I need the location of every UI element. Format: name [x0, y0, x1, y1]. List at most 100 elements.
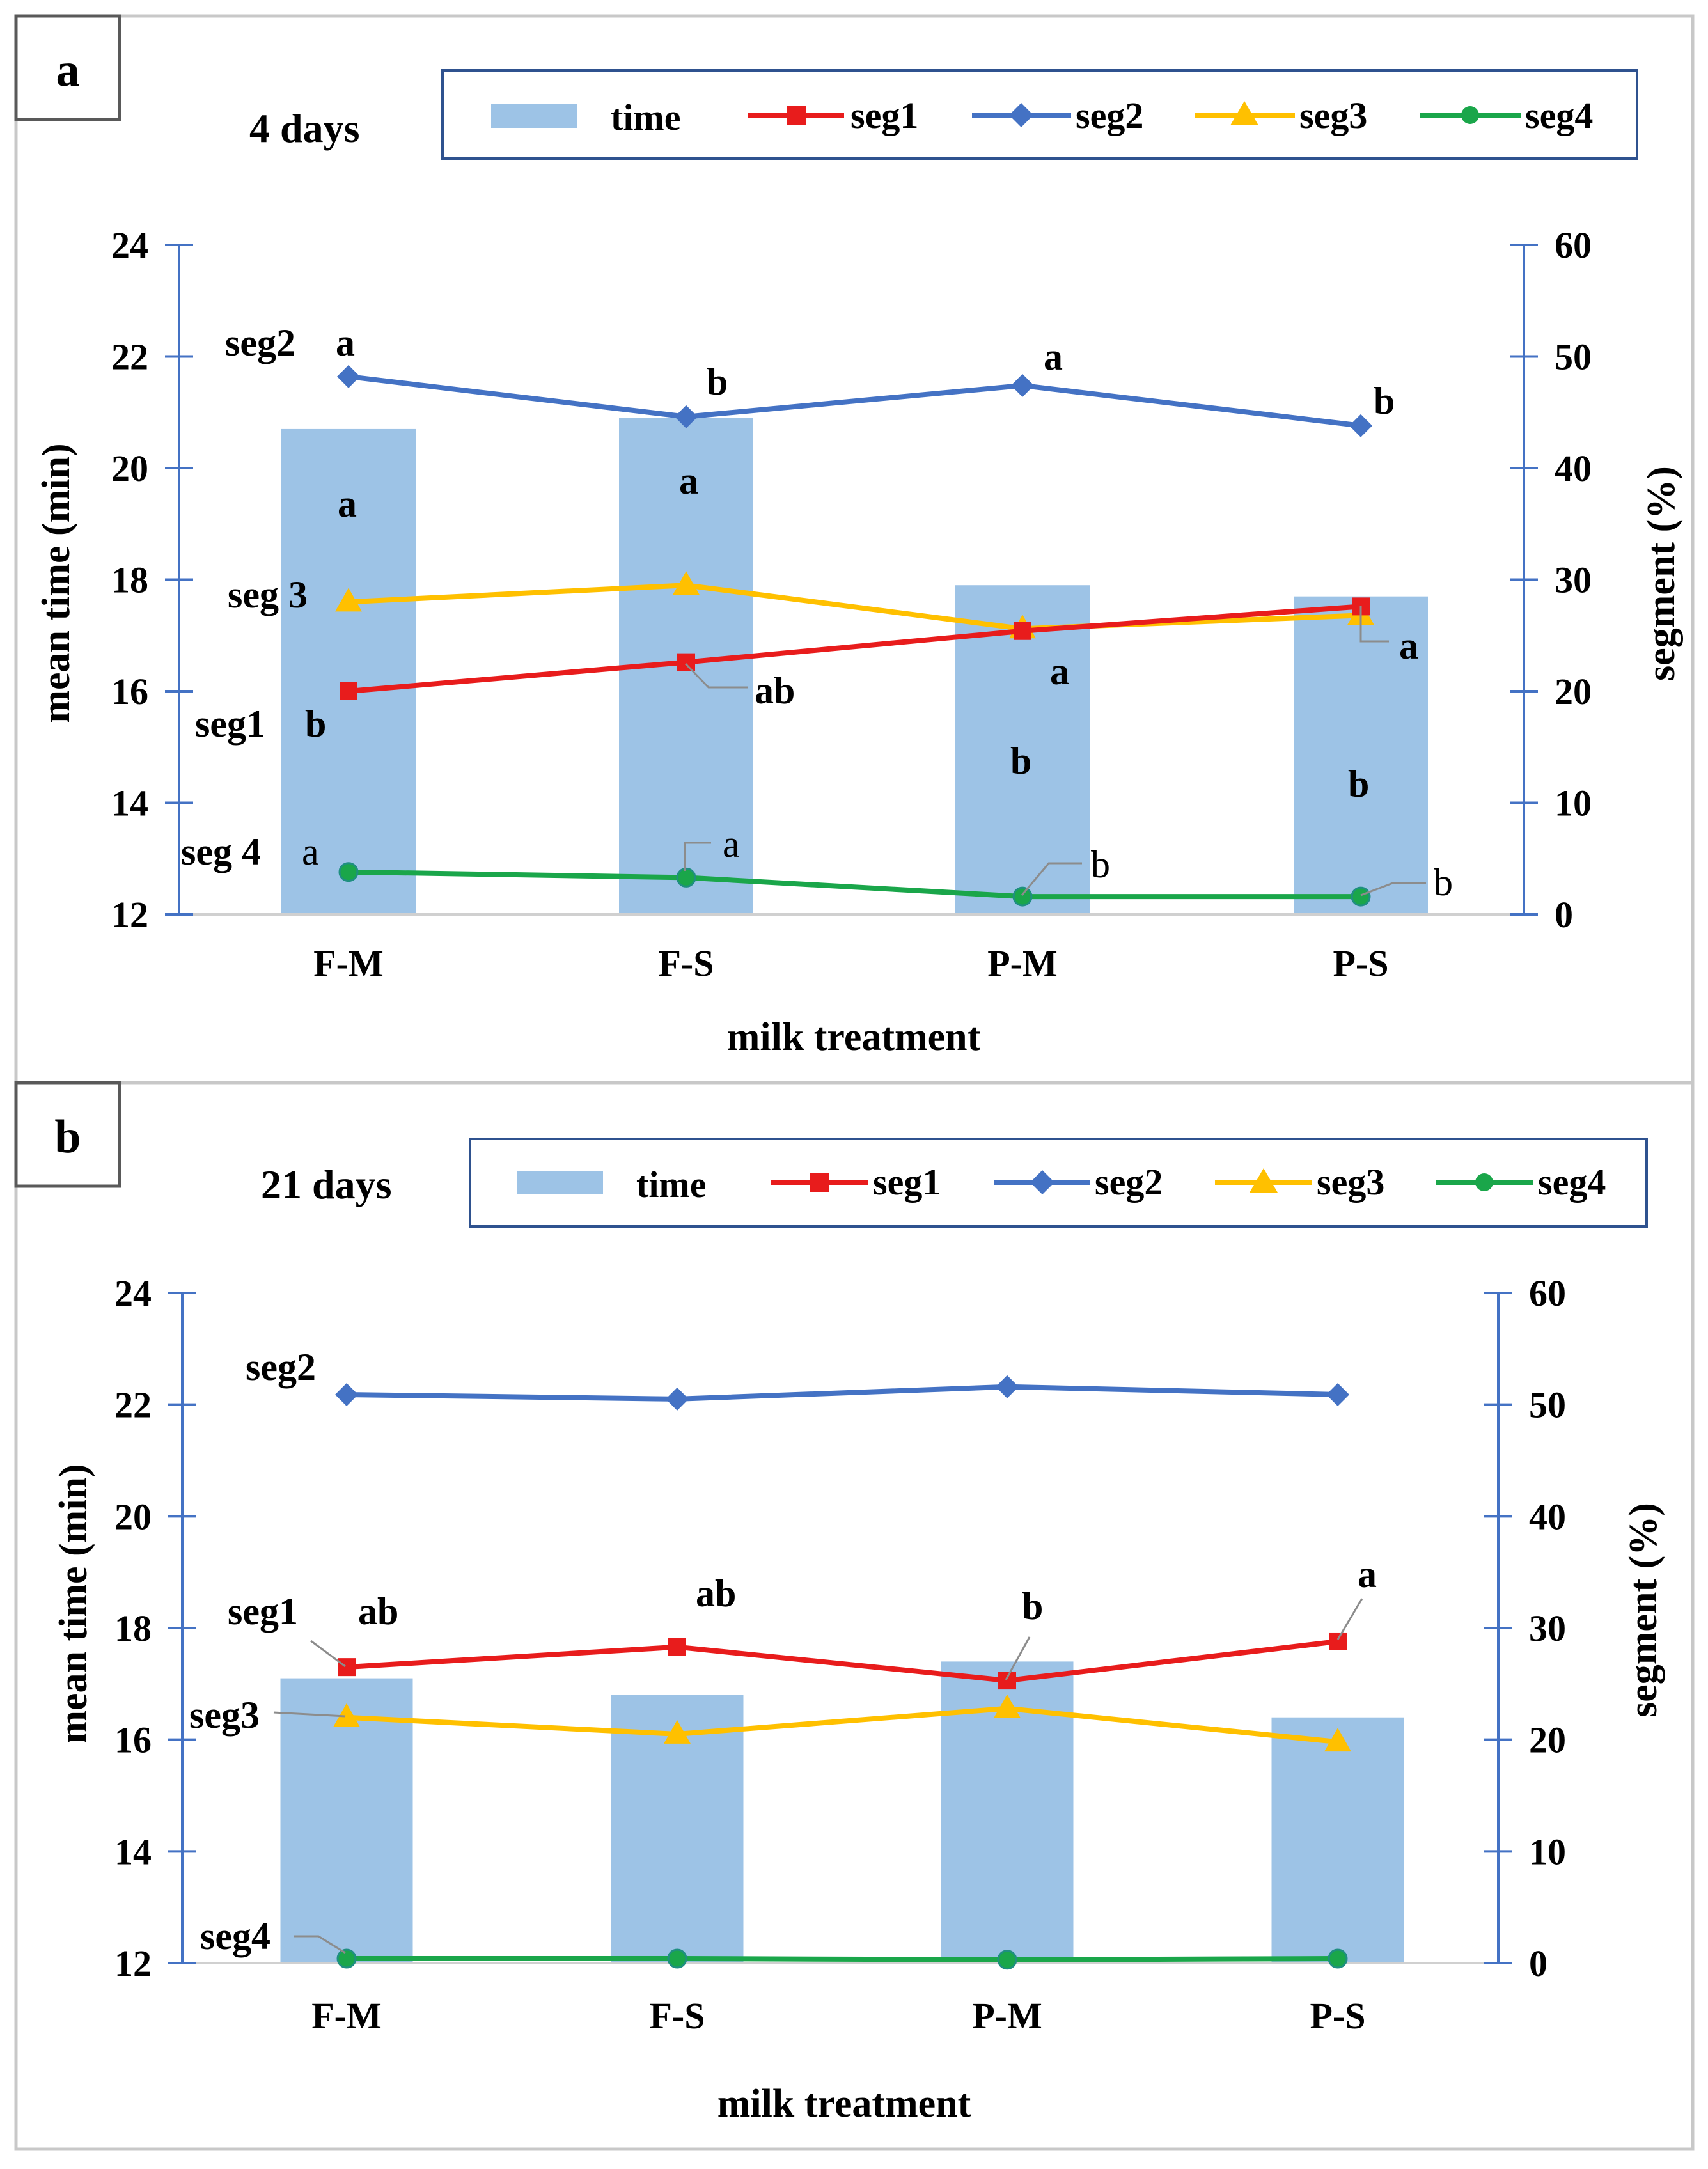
point-seg2-p-m	[996, 1375, 1019, 1398]
x-tick-label-p-s: P-S	[1310, 1995, 1366, 2037]
panel-a-leader-seg4-pm	[1021, 862, 1082, 896]
panel-a-axes	[165, 244, 1538, 916]
point-seg4-f-s	[667, 1948, 687, 1969]
panel-b: b 21 days time seg1 seg2 seg3 seg4 12 0 14…	[14, 1081, 1695, 2151]
panel-a-legend: time seg1 seg2 seg3 seg4	[441, 69, 1638, 160]
line-seg2	[348, 373, 1361, 428]
legend-seg4-marker	[1461, 106, 1479, 124]
y-tick-label-right: 0	[1555, 894, 1573, 936]
panel-b-leader-seg1-pm	[1005, 1636, 1031, 1680]
panel-b-title: 21 days	[261, 1162, 392, 1207]
panel-a-tag-label: a	[56, 44, 80, 97]
point-seg1-f-s	[677, 653, 695, 671]
panel-b-label-seg2: seg2	[246, 1346, 316, 1388]
x-tick-label-f-m: F-M	[311, 1995, 382, 2037]
panel-a-frame	[14, 14, 1695, 1084]
point-seg3-f-m	[333, 1703, 360, 1727]
x-tick-label-f-m: F-M	[313, 943, 384, 984]
panel-a-label-seg1: seg1	[195, 703, 265, 745]
point-seg3-f-m	[335, 588, 362, 612]
panel-b-frame	[14, 1081, 1695, 2151]
panel-a-seg4-letter-fm: a	[302, 831, 319, 873]
point-seg4-p-m	[997, 1950, 1017, 1970]
panel-b-seg1-letter-ps: a	[1358, 1553, 1377, 1595]
legend-time-swatch	[517, 1171, 603, 1194]
panel-a-bar-letter-pm: b	[1010, 740, 1031, 782]
panel-a-label-seg2: seg2	[225, 322, 295, 364]
point-seg1-p-s	[1329, 1632, 1347, 1650]
legend-seg1-label: seg1	[850, 95, 918, 136]
legend-seg4-marker	[1475, 1173, 1493, 1191]
legend-seg3-marker	[1230, 101, 1258, 125]
y-tick-label-left: 16	[114, 1719, 152, 1761]
legend-seg3-label: seg3	[1317, 1161, 1384, 1203]
y-tick-label-right: 30	[1555, 560, 1592, 601]
legend-seg1-marker	[810, 1173, 829, 1192]
line-seg4	[347, 1956, 1338, 1962]
panel-a-seg2-letter-fs: b	[707, 361, 728, 403]
point-seg2-f-m	[337, 364, 360, 388]
bar-time-f-m	[281, 428, 416, 914]
y-tick-label-left: 24	[114, 1272, 152, 1314]
panel-a-bar-letter-fs: a	[679, 460, 698, 502]
y-tick-label-left: 18	[111, 560, 148, 601]
point-seg2-f-s	[675, 405, 698, 428]
panel-b-seg1-letter-pm: b	[1022, 1585, 1043, 1627]
legend-seg2-label: seg2	[1076, 95, 1143, 136]
y-tick-label-left: 14	[111, 783, 148, 824]
point-seg4-f-s	[676, 867, 696, 888]
bar-time-p-m	[955, 585, 1090, 914]
legend-seg4-label: seg4	[1525, 95, 1593, 136]
panel-a-label-seg4: seg 4	[181, 831, 261, 873]
legend-seg2-label: seg2	[1095, 1161, 1163, 1203]
panel-a-leader-seg4-fs	[684, 842, 711, 871]
panel-b-seg1-letter-fm: ab	[358, 1590, 398, 1633]
panel-a-ylabel: mean time (min)	[35, 443, 78, 723]
panel-a-bar-letter-ps: b	[1348, 763, 1369, 805]
panel-b-seg1-letter-fs: ab	[696, 1572, 736, 1615]
panel-a-lines	[335, 364, 1374, 907]
panel-a-seg4-letter-pm: b	[1091, 843, 1110, 886]
legend-seg2-marker	[1030, 1170, 1054, 1194]
point-seg1-f-m	[340, 682, 357, 700]
panel-b-tag	[14, 1081, 121, 1188]
y-tick-label-left: 12	[114, 1943, 152, 1984]
line-seg2	[346, 1384, 1338, 1402]
panel-b-lines	[333, 1375, 1351, 1970]
line-seg1	[348, 604, 1361, 694]
x-tick-label-p-m: P-M	[972, 1995, 1042, 2037]
line-seg3	[346, 1705, 1338, 1745]
point-seg4-p-m	[1012, 886, 1033, 907]
panel-a-seg1-letter-fm: b	[305, 703, 326, 745]
line-seg3	[348, 583, 1361, 632]
panel-b-ylabel-right: segment (%)	[1622, 1503, 1665, 1718]
panel-a-tag	[14, 14, 121, 121]
legend-seg1-label: seg1	[873, 1161, 941, 1203]
y-tick-label-right: 10	[1555, 783, 1592, 824]
panel-a-leader-seg4-ps	[1360, 882, 1426, 897]
panel-b-leader-seg3	[273, 1711, 346, 1718]
x-tick-label-f-s: F-S	[650, 1995, 705, 2037]
line-seg4	[348, 869, 1361, 900]
y-tick-label-right: 10	[1529, 1831, 1566, 1872]
panel-a: a 4 days time seg1 seg2 seg3 seg4 12 014 1…	[14, 14, 1695, 1084]
panel-b-ylabel: mean time (min)	[52, 1464, 95, 1743]
y-tick-label-right: 50	[1555, 336, 1592, 378]
panel-a-seg1-letter-pm: a	[1050, 650, 1069, 693]
point-seg2-p-s	[1349, 414, 1372, 437]
y-tick-label-left: 22	[111, 336, 148, 378]
point-seg4-p-s	[1328, 1948, 1348, 1969]
point-seg3-f-s	[673, 571, 700, 595]
line-seg1	[346, 1638, 1338, 1684]
panel-a-seg4-letter-fs: a	[723, 823, 740, 865]
point-seg1-f-m	[338, 1658, 356, 1677]
panel-b-leader-seg4	[294, 1935, 346, 1954]
panel-a-bar-letter-fm: a	[338, 483, 357, 525]
legend-seg3-label: seg3	[1299, 95, 1367, 136]
legend-seg3-marker	[1250, 1168, 1278, 1193]
legend-time-swatch	[491, 104, 577, 128]
bar-time-p-s	[1294, 596, 1428, 914]
panel-a-seg4-letter-ps: b	[1434, 861, 1453, 904]
panel-a-seg1-letter-fs: ab	[755, 669, 795, 712]
